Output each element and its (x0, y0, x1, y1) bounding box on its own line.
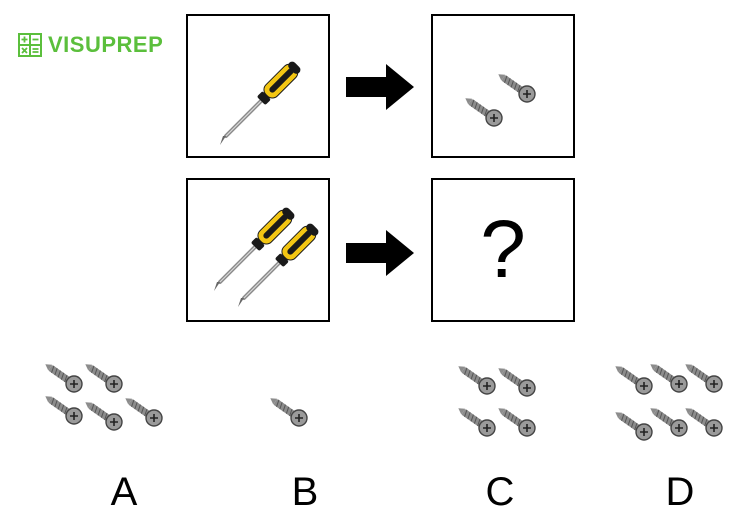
row2-left-box (186, 178, 330, 322)
option-b-screws[interactable] (255, 390, 325, 440)
calculator-icon (18, 33, 42, 57)
row1-right-box (431, 14, 575, 158)
row1-left-box (186, 14, 330, 158)
option-d-label[interactable]: D (665, 470, 695, 514)
option-a-screws[interactable] (30, 350, 180, 450)
option-a-label[interactable]: A (110, 470, 138, 514)
row2-right-box: ? (431, 178, 575, 322)
logo: VISUPREP (18, 32, 163, 58)
arrow-right-icon (346, 230, 414, 276)
screwdriver-icon (218, 57, 305, 147)
option-d-screws[interactable] (600, 350, 740, 450)
option-c-screws[interactable] (440, 352, 550, 452)
logo-text: VISUPREP (48, 32, 164, 57)
question-mark: ? (480, 204, 526, 295)
screwdrivers-icon (212, 203, 323, 309)
option-c-label[interactable]: C (485, 470, 515, 514)
screws-icon (462, 70, 536, 127)
arrow-right-icon (346, 64, 414, 110)
option-b-label[interactable]: B (291, 470, 319, 514)
